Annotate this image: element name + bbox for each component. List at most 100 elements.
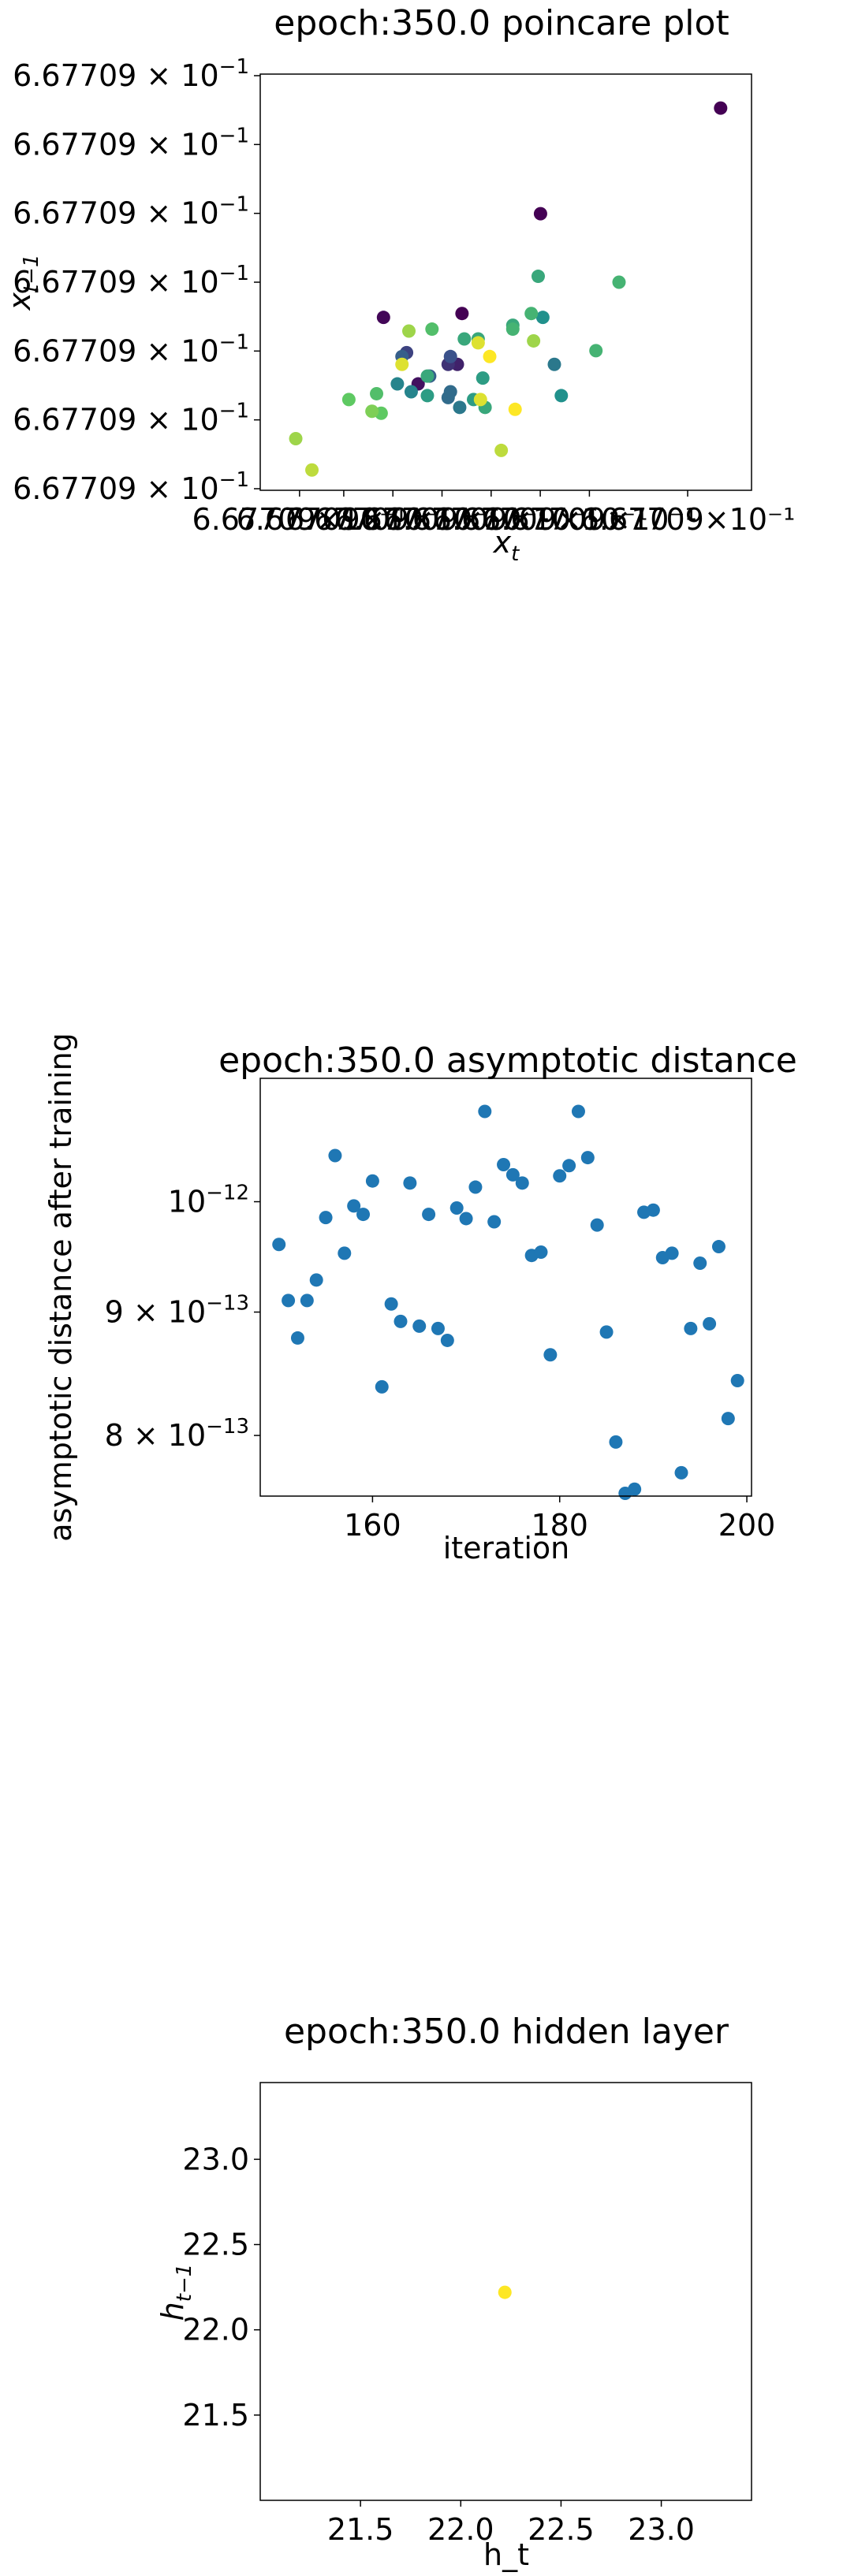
asymptotic-point [431, 1321, 445, 1335]
asymptotic-point [609, 1435, 623, 1449]
poincare-x-tick-label: 6.67709×10⁻¹ [285, 502, 501, 537]
poincare-point [376, 311, 390, 325]
asymptotic-point [356, 1208, 371, 1222]
poincare-point [531, 270, 545, 284]
asymptotic-point [628, 1482, 642, 1496]
asymptotic-y-ticks: 10−12 9 × 10−13 8 × 10−13 [105, 1182, 260, 1453]
hidden-layer-x-axis-label: h_t [483, 2537, 529, 2572]
poincare-points [289, 101, 728, 477]
poincare-y-tick-label: 6.67709 × 10−1 [13, 468, 249, 506]
asymptotic-point [534, 1245, 548, 1259]
hidden-layer-y-axis-label: ht−1 [155, 2264, 196, 2321]
hidden-layer-plot-frame [259, 2082, 752, 2501]
asymptotic-point [590, 1218, 604, 1232]
asymptotic-point [693, 1256, 707, 1271]
asymptotic-point [272, 1238, 286, 1252]
asymptotic-title: epoch:350.0 asymptotic distance [218, 1040, 797, 1081]
poincare-point [483, 349, 497, 363]
asymptotic-distance-chart: epoch:350.0 asymptotic distance 10−12 9 ×… [43, 1033, 797, 1565]
poincare-point [455, 307, 469, 321]
asymptotic-y-tick-label: 8 × 10−13 [105, 1415, 249, 1453]
poincare-point [420, 369, 435, 383]
asymptotic-point [449, 1201, 464, 1215]
hidden-layer-title: epoch:350.0 hidden layer [284, 2012, 729, 2052]
poincare-point [471, 336, 485, 350]
asymptotic-point [300, 1294, 314, 1308]
asymptotic-point [730, 1373, 744, 1387]
poincare-point [453, 400, 467, 415]
poincare-point [533, 207, 547, 221]
asymptotic-points [272, 1104, 744, 1500]
asymptotic-point [599, 1325, 614, 1339]
asymptotic-point [412, 1319, 427, 1333]
poincare-point [612, 275, 626, 289]
poincare-x-tick-label: 6.67709×10⁻¹ [580, 502, 796, 537]
poincare-x-tick-label: 6.67709×10⁻¹ [482, 502, 697, 537]
poincare-point [341, 393, 356, 407]
asymptotic-plot-frame [259, 1078, 752, 1497]
hidden-layer-x-tick-label: 21.5 [327, 2512, 394, 2547]
poincare-x-tick-label: 6.67709×10⁻¹ [192, 502, 408, 537]
asymptotic-point [553, 1169, 567, 1183]
asymptotic-point [497, 1158, 511, 1172]
poincare-point [402, 324, 416, 338]
hidden-layer-x-tick-label: 22.0 [427, 2512, 494, 2547]
hidden-layer-y-tick-label: 23.0 [182, 2142, 249, 2176]
poincare-point [505, 322, 520, 337]
hidden-layer-chart: epoch:350.0 hidden layer 23.0 22.5 22.0 21.… [155, 2012, 752, 2572]
poincare-point [473, 393, 487, 407]
asymptotic-point [468, 1180, 483, 1194]
asymptotic-point [338, 1246, 352, 1260]
asymptotic-point [684, 1321, 698, 1335]
poincare-x-tick-label: 6.67709×10⁻¹ [334, 502, 550, 537]
hidden-layer-x-tick-label: 23.0 [628, 2512, 695, 2547]
asymptotic-point [721, 1412, 735, 1426]
poincare-title: epoch:350.0 poincare plot [274, 3, 729, 43]
poincare-x-axis-label: xt [493, 525, 520, 566]
asymptotic-y-tick-label: 10−12 [168, 1182, 249, 1219]
asymptotic-point [543, 1348, 558, 1362]
asymptotic-point [347, 1199, 361, 1213]
poincare-point [494, 443, 509, 457]
poincare-x-tick-label: 6.67709×10⁻¹ [237, 502, 452, 537]
poincare-y-tick-label: 6.67709 × 10−1 [13, 55, 249, 93]
poincare-y-tick-label: 6.67709 × 10−1 [13, 400, 249, 437]
poincare-point [457, 332, 472, 346]
hidden-layer-y-ticks: 23.0 22.5 22.0 21.5 [182, 2142, 260, 2433]
asymptotic-point [562, 1159, 576, 1173]
poincare-chart: epoch:350.0 poincare plot 6.67709 × 10−1… [2, 3, 795, 566]
asymptotic-point [365, 1174, 379, 1188]
poincare-y-axis-label: xt−1 [2, 254, 43, 311]
poincare-point [527, 333, 541, 348]
poincare-point [390, 377, 405, 391]
poincare-point [524, 307, 539, 321]
asymptotic-point [440, 1333, 454, 1347]
asymptotic-point [515, 1176, 529, 1190]
asymptotic-y-axis-label: asymptotic distance after training [43, 1033, 78, 1542]
asymptotic-x-ticks: 160 180 200 [344, 1496, 775, 1543]
asymptotic-point [665, 1246, 679, 1260]
asymptotic-point [384, 1297, 398, 1311]
hidden-layer-y-tick-label: 22.5 [182, 2228, 249, 2262]
poincare-point [554, 389, 569, 403]
asymptotic-point [422, 1208, 436, 1222]
hidden-layer-x-ticks: 21.5 22.0 22.5 23.0 [327, 2500, 695, 2547]
poincare-point [443, 385, 457, 399]
asymptotic-x-axis-label: iteration [443, 1531, 570, 1565]
hidden-layer-y-tick-label: 22.0 [182, 2313, 249, 2347]
poincare-x-tick-label: 6.67709×10⁻¹ [383, 502, 599, 537]
asymptotic-x-tick-label: 200 [718, 1508, 776, 1543]
poincare-point [547, 357, 561, 371]
poincare-x-tick-label: 6.67709×10⁻¹ [433, 502, 648, 537]
asymptotic-point [711, 1240, 726, 1254]
asymptotic-point [646, 1203, 660, 1217]
poincare-point [443, 349, 457, 363]
asymptotic-y-tick-label: 9 × 10−13 [105, 1292, 249, 1330]
poincare-point [305, 463, 319, 477]
asymptotic-point [394, 1314, 408, 1328]
asymptotic-point [703, 1316, 717, 1331]
poincare-y-tick-label: 6.67709 × 10−1 [13, 124, 249, 162]
poincare-point [395, 357, 409, 371]
hidden-layer-point [498, 2285, 512, 2299]
